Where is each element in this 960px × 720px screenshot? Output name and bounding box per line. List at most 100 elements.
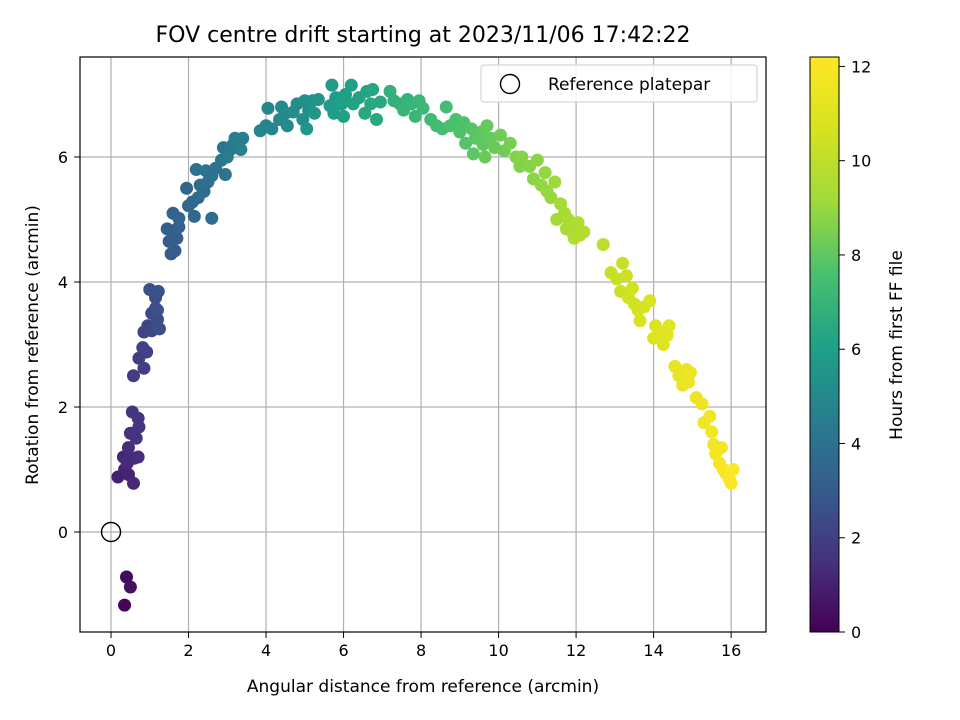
data-point: [466, 147, 480, 161]
colorbar-gradient: [809, 56, 840, 633]
data-point: [236, 131, 250, 145]
y-tick-label: 6: [58, 148, 68, 167]
data-point: [695, 397, 709, 411]
data-point: [548, 175, 562, 189]
data-point: [616, 256, 630, 270]
y-axis-label: Rotation from reference (arcmin): [23, 205, 43, 485]
data-point: [187, 209, 201, 223]
legend: Reference platepar: [480, 64, 758, 103]
data-point: [538, 166, 552, 180]
data-point: [364, 97, 378, 111]
data-point: [280, 119, 294, 133]
data-point: [494, 128, 508, 142]
data-point: [152, 322, 166, 336]
data-point: [151, 303, 165, 317]
data-point: [118, 598, 132, 612]
data-points: [100, 78, 740, 612]
plot-frame: [79, 56, 767, 633]
data-point: [459, 136, 473, 150]
data-point: [180, 181, 194, 195]
colorbar-tick-label: 4: [851, 434, 861, 453]
data-point: [220, 150, 234, 164]
data-point: [619, 269, 633, 283]
data-point: [218, 168, 232, 181]
data-point: [366, 83, 380, 96]
x-tick-label: 10: [488, 641, 508, 660]
y-tick-label: 2: [58, 398, 68, 417]
colorbar-tick-label: 0: [851, 623, 861, 642]
data-point: [369, 113, 383, 126]
data-point: [439, 100, 453, 114]
chart-title: FOV centre drift starting at 2023/11/06 …: [156, 23, 691, 48]
data-point: [265, 122, 279, 136]
legend-entry-reference: Reference platepar: [548, 75, 710, 95]
data-point: [633, 314, 647, 328]
data-point: [307, 106, 321, 120]
data-point: [724, 476, 738, 490]
data-point: [234, 143, 248, 156]
data-point: [172, 211, 186, 225]
x-tick-label: 6: [338, 641, 348, 660]
data-point: [416, 101, 430, 115]
x-tick-label: 14: [643, 641, 663, 660]
colorbar-label: Hours from first FF file: [887, 250, 907, 440]
colorbar-tick-label: 2: [851, 529, 861, 548]
x-axis-ticks: 0 2 4 6 8 10 12 14 16: [106, 632, 741, 660]
data-point: [344, 78, 358, 92]
data-point: [478, 150, 492, 164]
data-point: [131, 411, 145, 425]
colorbar-tick-label: 10: [851, 152, 871, 171]
data-point: [120, 570, 134, 584]
data-point: [131, 450, 145, 464]
data-point: [261, 101, 275, 115]
data-point: [503, 136, 517, 150]
colorbar-tick-label: 12: [851, 57, 871, 76]
data-point: [151, 284, 165, 298]
data-point: [205, 211, 219, 225]
data-point: [126, 476, 140, 490]
y-tick-label: 0: [58, 523, 68, 542]
colorbar-ticks: 0 2 4 6 8 10 12: [839, 57, 871, 642]
x-tick-label: 0: [106, 641, 116, 660]
x-tick-label: 12: [566, 641, 586, 660]
data-point: [714, 441, 728, 455]
x-tick-label: 16: [721, 641, 741, 660]
data-point: [373, 95, 387, 109]
y-axis-ticks: 0 2 4 6: [58, 148, 80, 542]
data-point: [515, 150, 529, 164]
data-point: [311, 93, 325, 106]
data-point: [571, 216, 585, 230]
data-point: [126, 369, 140, 383]
data-point: [168, 244, 182, 258]
data-point: [480, 119, 494, 133]
y-tick-label: 4: [58, 273, 68, 292]
data-point: [726, 463, 740, 476]
data-point: [189, 163, 203, 176]
colorbar: 0 2 4 6 8 10 12 Hours from first FF file: [809, 56, 907, 642]
x-tick-label: 8: [416, 641, 426, 660]
data-point: [625, 281, 639, 295]
data-point: [544, 191, 558, 205]
legend-marker-icon: [499, 73, 521, 95]
data-point: [275, 100, 289, 114]
reference-platepar-marker: [100, 521, 122, 543]
data-point: [643, 294, 657, 308]
x-tick-label: 2: [183, 641, 193, 660]
data-point: [325, 78, 339, 92]
data-point: [577, 225, 591, 239]
data-point: [300, 122, 314, 136]
legend-box: [480, 64, 758, 103]
colorbar-tick-label: 8: [851, 246, 861, 265]
data-point: [337, 109, 351, 123]
data-point: [662, 319, 676, 333]
data-point: [596, 238, 610, 251]
x-axis-label: Angular distance from reference (arcmin): [247, 677, 599, 697]
data-point: [137, 361, 151, 375]
data-point: [703, 409, 717, 423]
x-tick-label: 4: [261, 641, 271, 660]
data-point: [140, 345, 154, 359]
data-point: [338, 88, 352, 101]
data-point: [408, 109, 422, 123]
data-point: [121, 441, 135, 455]
